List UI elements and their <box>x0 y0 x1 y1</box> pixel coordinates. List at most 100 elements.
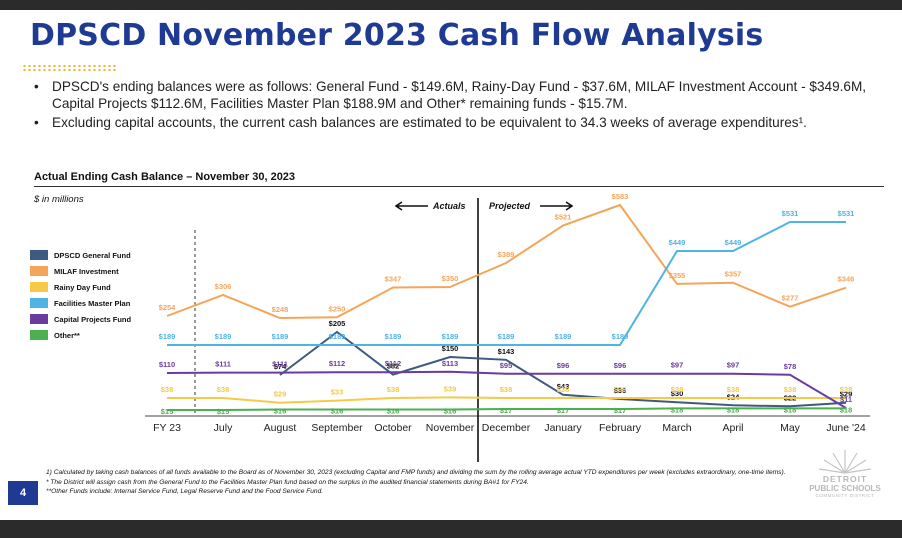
x-tick-label: March <box>662 422 691 434</box>
logo-line: PUBLIC SCHOOLS <box>809 484 881 493</box>
chart-legend: DPSCD General Fund MILAF Investment Rain… <box>30 247 131 343</box>
data-label: $38 <box>727 385 740 394</box>
page-number: 4 <box>8 481 38 505</box>
data-label: $38 <box>161 385 174 394</box>
decorative-dots <box>22 64 118 72</box>
legend-swatch <box>30 266 48 276</box>
footnote: 1) Calculated by taking cash balances of… <box>46 469 786 476</box>
x-tick-label: January <box>544 422 582 434</box>
legend-item: Other** <box>30 327 131 343</box>
legend-item: MILAF Investment <box>30 263 131 279</box>
data-label: $306 <box>215 282 232 291</box>
data-label: $36 <box>614 386 627 395</box>
legend-label: Other** <box>54 330 80 340</box>
units-label: $ in millions <box>34 194 84 205</box>
data-label: $355 <box>669 271 686 280</box>
data-label: $33 <box>331 388 344 397</box>
x-tick-label: June '24 <box>826 422 866 434</box>
data-label: $11 <box>840 395 852 404</box>
data-label: $111 <box>272 360 288 369</box>
data-label: $38 <box>614 385 627 394</box>
series-line-other <box>167 407 846 411</box>
x-tick-label: February <box>599 422 642 434</box>
series-line-rainy-day-fund <box>167 396 846 404</box>
data-label: $29 <box>840 390 853 399</box>
legend-swatch <box>30 298 48 308</box>
data-label: $24 <box>727 392 740 401</box>
data-label: $205 <box>329 319 346 328</box>
left-arrow-icon <box>394 201 428 211</box>
top-bar <box>0 0 902 10</box>
data-label: $38 <box>387 385 400 394</box>
data-label: $97 <box>727 361 740 370</box>
data-label: $96 <box>557 361 570 370</box>
data-label: $17 <box>614 406 627 415</box>
data-label: $531 <box>838 209 855 218</box>
data-label: $277 <box>782 294 799 303</box>
data-label: $189 <box>215 332 232 341</box>
data-label: $189 <box>159 332 176 341</box>
footnote: **Other Funds include: Internal Service … <box>46 488 324 495</box>
data-label: $39 <box>444 384 457 393</box>
data-label: $521 <box>555 213 572 222</box>
data-label: $189 <box>498 332 515 341</box>
data-label: $30 <box>671 389 684 398</box>
data-label: $16 <box>444 407 457 416</box>
data-label: $347 <box>385 275 402 284</box>
legend-swatch <box>30 314 48 324</box>
actuals-label: Actuals <box>432 201 466 211</box>
x-tick-label: April <box>722 422 743 434</box>
legend-item: DPSCD General Fund <box>30 247 131 263</box>
data-label: $111 <box>215 360 231 369</box>
data-label: $18 <box>727 405 740 414</box>
series-line-dpscd-general-fund <box>279 330 847 408</box>
data-label: $189 <box>555 332 572 341</box>
bottom-bar <box>0 520 902 538</box>
right-arrow-icon <box>540 201 574 211</box>
legend-item: Facilities Master Plan <box>30 295 131 311</box>
data-label: $346 <box>838 275 855 284</box>
data-label: $254 <box>159 303 177 312</box>
data-label: $143 <box>498 347 515 356</box>
data-label: $18 <box>784 405 797 414</box>
logo-line: DETROIT <box>822 474 868 484</box>
title-rule <box>34 186 884 187</box>
legend-item: Rainy Day Fund <box>30 279 131 295</box>
x-tick-label: December <box>482 422 531 434</box>
x-tick-label: July <box>214 422 233 434</box>
data-label: $38 <box>557 385 570 394</box>
data-label: $248 <box>272 305 289 314</box>
bullet-list: DPSCD's ending balances were as follows:… <box>30 78 880 133</box>
data-label: $15 <box>217 407 230 416</box>
data-label: $357 <box>725 270 742 279</box>
sunburst-icon <box>818 450 872 474</box>
legend-item: Capital Projects Fund <box>30 311 131 327</box>
data-label: $389 <box>498 250 515 259</box>
legend-label: DPSCD General Fund <box>54 250 131 260</box>
data-label: $250 <box>329 304 346 313</box>
data-label: $17 <box>500 406 513 415</box>
data-label: $189 <box>612 332 629 341</box>
data-label: $16 <box>387 407 400 416</box>
data-label: $38 <box>217 385 230 394</box>
data-label: $112 <box>385 359 401 368</box>
data-label: $16 <box>274 407 287 416</box>
footnotes: 1) Calculated by taking cash balances of… <box>46 468 786 497</box>
data-label: $38 <box>784 385 797 394</box>
x-tick-label: November <box>426 422 475 434</box>
data-label: $82 <box>387 362 400 371</box>
legend-label: MILAF Investment <box>54 266 119 276</box>
data-label: $43 <box>557 382 570 391</box>
data-label: $78 <box>784 362 797 371</box>
data-label: $38 <box>671 385 684 394</box>
footnote: * The District will assign cash from the… <box>46 478 529 486</box>
x-tick-label: August <box>264 422 297 434</box>
series-line-milaf-investment <box>166 203 847 320</box>
district-logo: DETROIT PUBLIC SCHOOLS COMMUNITY DISTRIC… <box>800 448 890 514</box>
projected-label: Projected <box>489 201 531 211</box>
data-label: $95 <box>500 361 513 370</box>
x-tick-label: FY 23 <box>153 422 181 434</box>
bullet-item: Excluding capital accounts, the current … <box>30 114 880 131</box>
data-label: $113 <box>442 359 458 368</box>
